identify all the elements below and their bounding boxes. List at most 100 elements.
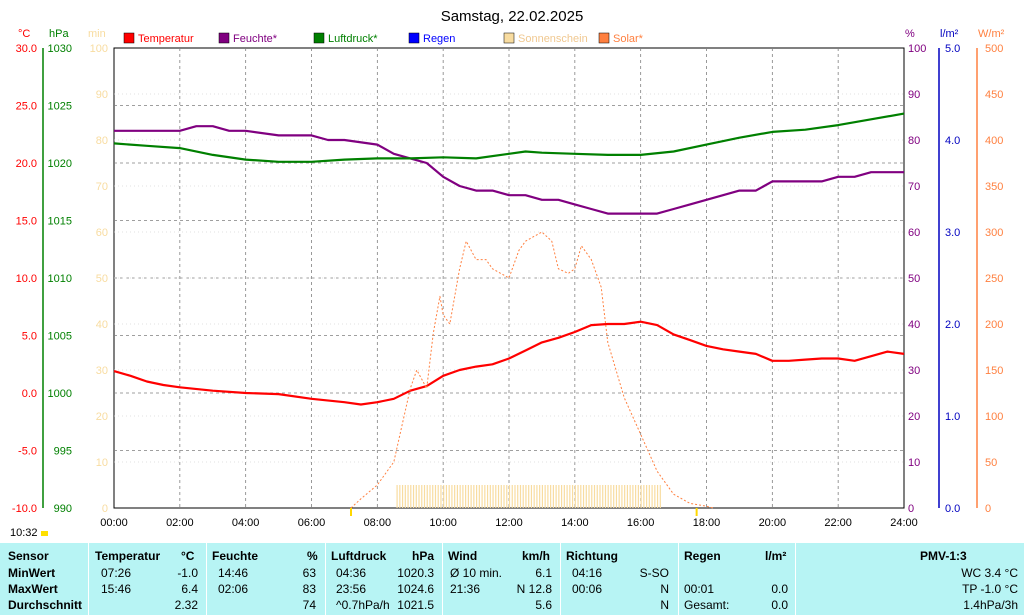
table-cell-dir-time: 00:06 (572, 582, 603, 596)
humidity-tick-label: 20 (908, 411, 920, 423)
humidity-tick-label: 0 (908, 503, 914, 515)
solar-tick-label: 150 (985, 365, 1003, 377)
table-cell-temp-val: 2.32 (174, 598, 198, 612)
time-stamp: 10:32 (10, 527, 48, 539)
sun-tick-label: 30 (96, 365, 108, 377)
humidity-tick-label: 30 (908, 365, 920, 377)
rain-tick-label: 4.0 (945, 135, 960, 147)
table-cell-wind-val: 6.1 (535, 566, 552, 580)
table-cell-press-time: ^0.7hPa/h (336, 598, 390, 612)
header-sensor: Sensor (8, 549, 49, 563)
sun-tick-label: 40 (96, 319, 108, 331)
pressure-tick-label: 1005 (48, 331, 72, 343)
table-cell-dir-val: S-SO (639, 566, 669, 580)
table-cell-rain-time: 00:01 (684, 582, 715, 596)
sun-tick-label: 10 (96, 457, 108, 469)
header-pressure: Luftdruck (331, 549, 387, 563)
solar-tick-label: 300 (985, 227, 1003, 239)
x-tick-label: 12:00 (495, 517, 523, 529)
header-temperature-unit: °C (181, 549, 195, 563)
x-tick-label: 20:00 (759, 517, 787, 529)
x-tick-label: 04:00 (232, 517, 260, 529)
table-cell-temp-val: 6.4 (181, 582, 198, 596)
legend-label: Regen (423, 33, 455, 45)
pressure-tick-label: 995 (54, 446, 72, 458)
solar-axis-unit: W/m² (978, 28, 1005, 40)
humidity-tick-label: 50 (908, 273, 920, 285)
legend-swatch (123, 32, 135, 44)
temp-axis-unit: °C (18, 28, 30, 40)
header-wind-unit: km/h (522, 549, 551, 563)
temp-tick-label: -10.0 (12, 503, 37, 515)
legend-swatch (313, 32, 325, 44)
legend-label: Solar* (613, 33, 644, 45)
temp-tick-label: 20.0 (16, 158, 37, 170)
humidity-tick-label: 60 (908, 227, 920, 239)
x-tick-label: 02:00 (166, 517, 194, 529)
header-pressure-unit: hPa (412, 549, 435, 563)
table-cell-hum-val: 74 (302, 598, 316, 612)
chart-title: Samstag, 22.02.2025 (441, 8, 584, 25)
sun-tick-label: 20 (96, 411, 108, 423)
table-cell-dir-val: N (660, 598, 669, 612)
sun-tick-label: 70 (96, 181, 108, 193)
sun-tick-label: 50 (96, 273, 108, 285)
solar-tick-label: 350 (985, 181, 1003, 193)
table-cell-dir-time: 04:16 (572, 566, 603, 580)
legend-swatch (503, 32, 515, 44)
pressure-tick-label: 990 (54, 503, 72, 515)
legend-swatch (408, 32, 420, 44)
legend-label: Temperatur (138, 33, 194, 45)
pressure-axis-unit: hPa (49, 28, 69, 40)
rain-tick-label: 3.0 (945, 227, 960, 239)
pressure-tick-label: 1015 (48, 216, 72, 228)
table-cell-rain-val: 0.0 (771, 582, 788, 596)
sun-tick-label: 100 (90, 43, 108, 55)
legend-label: Luftdruck* (328, 33, 378, 45)
table-cell-press-time: 23:56 (336, 582, 367, 596)
stats-table: Sensor Temperatur °C Feuchte % Luftdruck… (0, 543, 1024, 615)
x-tick-label: 08:00 (364, 517, 392, 529)
temp-tick-label: 15.0 (16, 216, 37, 228)
x-tick-label: 06:00 (298, 517, 326, 529)
rain-axis-unit: l/m² (940, 28, 959, 40)
table-cell-hum-time: 02:06 (218, 582, 249, 596)
temp-tick-label: 5.0 (22, 331, 37, 343)
table-cell-wind-val: 5.6 (535, 598, 552, 612)
header-direction: Richtung (566, 549, 618, 563)
table-cell-pmv: WC 3.4 °C (961, 566, 1018, 580)
table-cell-temp-time: 07:26 (101, 566, 132, 580)
legend-label: Sonnenschein (518, 33, 588, 45)
table-cell-hum-val: 63 (302, 566, 316, 580)
rain-tick-label: 2.0 (945, 319, 960, 331)
pressure-tick-label: 1020 (48, 158, 72, 170)
weather-chart: Samstag, 22.02.2025 °C hPa min% l/m² W/m² 30.0… (12, 8, 1005, 529)
solar-tick-label: 100 (985, 411, 1003, 423)
sun-tick-label: 60 (96, 227, 108, 239)
legend-swatch (598, 32, 610, 44)
table-cell-wind-val: N 12.8 (516, 582, 552, 596)
x-tick-label: 16:00 (627, 517, 655, 529)
header-temperature: Temperatur (95, 549, 161, 563)
humidity-tick-label: 100 (908, 43, 926, 55)
solar-tick-label: 450 (985, 89, 1003, 101)
table-cell-wind-time: Ø 10 min. (450, 566, 503, 580)
table-cell-pmv: TP -1.0 °C (962, 582, 1018, 596)
header-rain: Regen (684, 549, 721, 563)
sun-tick-label: 90 (96, 89, 108, 101)
legend-label: Feuchte* (233, 33, 278, 45)
time-stamp-label: 10:32 (10, 527, 38, 539)
temp-tick-label: 0.0 (22, 388, 37, 400)
rain-tick-label: 0.0 (945, 503, 960, 515)
table-cell-pmv: 1.4hPa/3h (963, 598, 1018, 612)
sun-tick-label: 80 (96, 135, 108, 147)
solar-tick-label: 250 (985, 273, 1003, 285)
table-cell-hum-val: 83 (302, 582, 316, 596)
series-line-solar (350, 231, 714, 509)
header-rain-unit: l/m² (765, 549, 787, 563)
series-line-temperatur (113, 320, 905, 406)
rain-tick-label: 5.0 (945, 43, 960, 55)
table-cell-label: MinWert (8, 566, 56, 580)
table-cell-press-time: 04:36 (336, 566, 367, 580)
x-tick-label: 00:00 (100, 517, 128, 529)
